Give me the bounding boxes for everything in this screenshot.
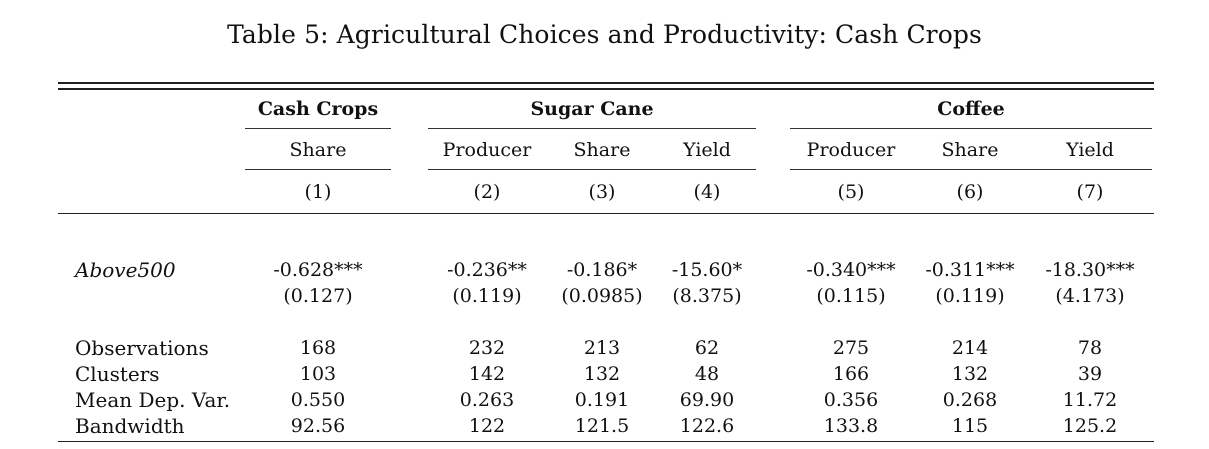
bw-col-7: 125.2 bbox=[1062, 415, 1118, 437]
group-header-cash-crops: Cash Crops bbox=[257, 98, 379, 120]
subheader-col-3: Share bbox=[573, 139, 631, 161]
group-rule-sugar-cane bbox=[428, 128, 756, 129]
group-rule-cash-crops bbox=[245, 128, 391, 129]
mean-col-4: 69.90 bbox=[679, 389, 735, 411]
mean-col-3: 0.191 bbox=[574, 389, 630, 411]
row-label-above500: Above500 bbox=[75, 258, 176, 282]
row-label-clusters: Clusters bbox=[75, 362, 160, 386]
bw-col-1: 92.56 bbox=[290, 415, 346, 437]
se-col-2: (0.119) bbox=[452, 285, 522, 307]
col-number-6: (6) bbox=[956, 181, 984, 203]
se-col-5: (0.115) bbox=[816, 285, 886, 307]
subheader-col-1: Share bbox=[289, 139, 347, 161]
col-number-3: (3) bbox=[588, 181, 616, 203]
midrule bbox=[58, 213, 1154, 215]
col-number-7: (7) bbox=[1076, 181, 1104, 203]
clusters-col-4: 48 bbox=[694, 363, 720, 385]
coef-col-5: -0.340*** bbox=[806, 259, 896, 281]
obs-col-4: 62 bbox=[694, 337, 720, 359]
bw-col-6: 115 bbox=[951, 415, 989, 437]
clusters-col-7: 39 bbox=[1077, 363, 1103, 385]
obs-col-5: 275 bbox=[832, 337, 870, 359]
coef-col-3: -0.186* bbox=[566, 259, 638, 281]
coef-col-4: -15.60* bbox=[671, 259, 743, 281]
subheader-rule-sugar-cane bbox=[428, 169, 756, 170]
coef-col-6: -0.311*** bbox=[925, 259, 1015, 281]
bw-col-3: 121.5 bbox=[574, 415, 630, 437]
subheader-rule-cash-crops bbox=[245, 169, 391, 170]
row-label-mean-dep-var: Mean Dep. Var. bbox=[75, 388, 231, 412]
bw-col-4: 122.6 bbox=[679, 415, 735, 437]
coef-col-1: -0.628*** bbox=[273, 259, 363, 281]
subheader-col-4: Yield bbox=[683, 139, 731, 161]
col-number-1: (1) bbox=[304, 181, 332, 203]
obs-col-1: 168 bbox=[299, 337, 337, 359]
subheader-col-6: Share bbox=[941, 139, 999, 161]
se-col-6: (0.119) bbox=[935, 285, 1005, 307]
se-col-7: (4.173) bbox=[1055, 285, 1125, 307]
clusters-col-2: 142 bbox=[468, 363, 506, 385]
obs-col-2: 232 bbox=[468, 337, 506, 359]
se-col-1: (0.127) bbox=[283, 285, 353, 307]
mean-col-6: 0.268 bbox=[942, 389, 998, 411]
subheader-col-7: Yield bbox=[1066, 139, 1114, 161]
obs-col-3: 213 bbox=[583, 337, 621, 359]
obs-col-6: 214 bbox=[951, 337, 989, 359]
clusters-col-6: 132 bbox=[951, 363, 989, 385]
clusters-col-1: 103 bbox=[299, 363, 337, 385]
mean-col-5: 0.356 bbox=[823, 389, 879, 411]
clusters-col-3: 132 bbox=[583, 363, 621, 385]
bw-col-2: 122 bbox=[468, 415, 506, 437]
se-col-4: (8.375) bbox=[672, 285, 742, 307]
top-rule-2 bbox=[58, 88, 1154, 90]
group-header-sugar-cane: Sugar Cane bbox=[530, 98, 654, 120]
col-number-5: (5) bbox=[837, 181, 865, 203]
col-number-4: (4) bbox=[693, 181, 721, 203]
mean-col-7: 11.72 bbox=[1062, 389, 1118, 411]
coef-col-2: -0.236** bbox=[447, 259, 527, 281]
table-caption: Table 5: Agricultural Choices and Produc… bbox=[227, 20, 982, 49]
bottom-rule bbox=[58, 441, 1154, 443]
subheader-rule-coffee bbox=[790, 169, 1152, 170]
mean-col-2: 0.263 bbox=[459, 389, 515, 411]
coef-col-7: -18.30*** bbox=[1045, 259, 1135, 281]
clusters-col-5: 166 bbox=[832, 363, 870, 385]
bw-col-5: 133.8 bbox=[823, 415, 879, 437]
col-number-2: (2) bbox=[473, 181, 501, 203]
se-col-3: (0.0985) bbox=[561, 285, 643, 307]
subheader-col-2: Producer bbox=[442, 139, 532, 161]
row-label-bandwidth: Bandwidth bbox=[75, 414, 185, 438]
row-label-observations: Observations bbox=[75, 336, 209, 360]
obs-col-7: 78 bbox=[1077, 337, 1103, 359]
mean-col-1: 0.550 bbox=[290, 389, 346, 411]
group-rule-coffee bbox=[790, 128, 1152, 129]
top-rule-1 bbox=[58, 82, 1154, 84]
group-header-coffee: Coffee bbox=[937, 98, 1005, 120]
subheader-col-5: Producer bbox=[806, 139, 896, 161]
